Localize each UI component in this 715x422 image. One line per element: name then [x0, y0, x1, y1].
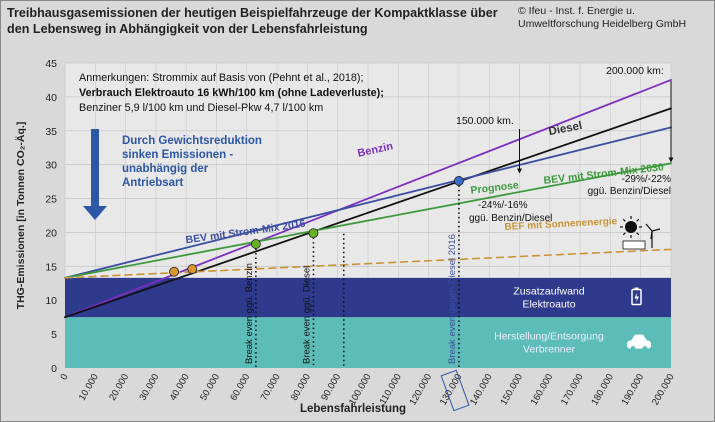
- credit-text: © Ifeu - Inst. f. Energie u. Umweltforsc…: [518, 5, 687, 30]
- x-tick-label: 150.000: [498, 372, 525, 407]
- car-icon-roof: [631, 334, 647, 341]
- x-tick-label: 0: [58, 372, 70, 382]
- wind-turbine-blades: [645, 223, 661, 240]
- x-tick-label: 50.000: [198, 372, 222, 403]
- highlighted-x-tick-box: [440, 369, 470, 412]
- battery-icon-bolt: [634, 292, 639, 303]
- band-1: [65, 277, 671, 318]
- x-tick-label: 190.000: [620, 372, 647, 407]
- band-label-extra-2: Elektroauto: [522, 299, 575, 311]
- x-tick-label: 60.000: [228, 372, 252, 403]
- x-tick-label: 160.000: [529, 372, 556, 407]
- car-icon-wheel: [642, 346, 648, 352]
- x-tick-label: 200.000: [650, 372, 677, 407]
- sun-icon-ray: [636, 232, 640, 236]
- marker-point-1: [187, 264, 198, 274]
- notes-line-3: Benziner 5,9 l/100 km und Diesel-Pkw 4,7…: [79, 102, 323, 114]
- breakeven-label-2: Break even gegen Diesel 2016: [447, 234, 458, 364]
- y-tick-label: 5: [51, 329, 57, 341]
- y-tick-label: 20: [45, 227, 57, 239]
- band-0: [65, 317, 671, 368]
- breakeven-label-0: Break even ggü. Benzin: [244, 263, 255, 364]
- weight-text-3: unabhängig der: [122, 163, 209, 175]
- x-tick-label: 140.000: [468, 372, 495, 407]
- sun-icon-ray: [622, 218, 626, 222]
- series-line-4: [64, 248, 672, 279]
- y-tick-label: 25: [45, 194, 57, 206]
- weight-text-1: Durch Gewichtsreduktion: [122, 135, 262, 147]
- band-label-extra-1: Zusatzaufwand: [513, 286, 584, 298]
- x-tick-label: 100.000: [347, 372, 374, 407]
- x-tick-label: 80.000: [289, 372, 313, 403]
- x-tick-label: 170.000: [559, 372, 586, 407]
- notes-line-2: Verbrauch Elektroauto 16 kWh/100 km (ohn…: [79, 87, 384, 99]
- y-tick-label: 0: [51, 363, 57, 375]
- pct-150-a: -24%/-16%: [478, 200, 528, 211]
- km150-label: 150.000 km.: [456, 115, 514, 127]
- series-line-1: [64, 107, 672, 319]
- series-line-2: [64, 126, 672, 279]
- series-line-3: [64, 162, 672, 279]
- sun-icon-ray: [636, 218, 640, 222]
- label-prognose: Prognose: [470, 179, 520, 196]
- x-tick-label: 20.000: [107, 372, 131, 403]
- x-axis-label: Lebensfahrleistung: [300, 403, 406, 415]
- pct-200-a: -29%/-22%: [622, 174, 672, 185]
- weight-text-4: Antriebsart: [122, 177, 184, 189]
- x-tick-label: 10.000: [77, 372, 101, 403]
- chart-title: Treibhausgasemissionen der heutigen Beis…: [7, 6, 498, 36]
- marker-point-2: [250, 239, 261, 249]
- y-tick-label: 35: [45, 126, 57, 138]
- km200-label: 200.000 km:: [606, 65, 664, 77]
- y-tick-label: 45: [45, 58, 57, 70]
- notes-line-1: Anmerkungen: Strommix auf Basis von (Peh…: [79, 72, 363, 84]
- x-tick-label: 40.000: [168, 372, 192, 403]
- series-line-0: [64, 79, 672, 319]
- x-tick-label: 120.000: [407, 372, 434, 407]
- x-tick-label: 30.000: [137, 372, 161, 403]
- marker-point-4: [453, 176, 464, 186]
- x-tick-label: 70.000: [259, 372, 283, 403]
- sun-icon-ray: [622, 232, 626, 236]
- y-tick-label: 30: [45, 160, 57, 172]
- solar-panel-icon: [622, 240, 646, 250]
- weight-text-2: sinken Emissionen -: [122, 149, 233, 161]
- marker-point-3: [308, 228, 319, 239]
- breakeven-label-1: Break even ggü. Diesel: [301, 266, 312, 364]
- pct-150-b: ggü. Benzin/Diesel: [469, 213, 552, 224]
- car-icon-wheel: [630, 346, 636, 352]
- weight-arrow-icon: [83, 129, 107, 220]
- y-axis-label: THG-Emissionen [in Tonnen CO₂-Äq.]: [14, 122, 27, 310]
- x-tick-label: 180.000: [589, 372, 616, 407]
- car-icon: [627, 340, 651, 349]
- y-tick-label: 15: [45, 261, 57, 273]
- y-tick-label: 40: [45, 92, 57, 104]
- x-tick-label: 110.000: [378, 372, 404, 407]
- pct-200-b: ggü. Benzin/Diesel: [588, 186, 671, 197]
- sun-icon: [625, 221, 637, 233]
- marker-point-0: [169, 266, 179, 277]
- battery-icon-tip: [634, 287, 639, 290]
- band-label-production-1: Herstellung/Entsorgung: [494, 331, 604, 343]
- x-tick-label: 90.000: [319, 372, 343, 403]
- y-tick-label: 10: [45, 295, 57, 307]
- band-label-production-2: Verbrenner: [523, 344, 575, 356]
